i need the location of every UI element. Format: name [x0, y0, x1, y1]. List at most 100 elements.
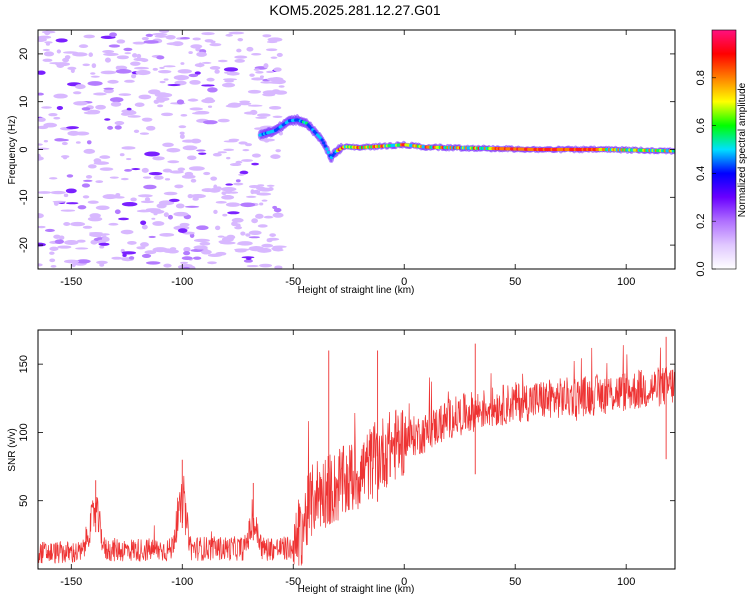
- x-tick-label: -100: [171, 276, 193, 288]
- noise-blob: [179, 134, 185, 139]
- spectrogram-x-ticks: -150 -100 -50 0 50 100: [60, 30, 635, 288]
- noise-blob: [270, 56, 278, 59]
- noise-blob: [171, 41, 184, 47]
- noise-blob: [135, 70, 151, 76]
- noise-blob: [214, 225, 221, 231]
- noise-blob: [173, 211, 189, 217]
- noise-blob: [193, 245, 208, 250]
- noise-blob: [108, 222, 119, 226]
- noise-blob: [109, 32, 117, 37]
- y-tick-label: -10: [18, 189, 30, 205]
- noise-blob: [231, 217, 244, 223]
- noise-blob: [245, 257, 252, 261]
- noise-blob: [224, 190, 233, 194]
- noise-blob: [206, 77, 215, 82]
- noise-blob: [213, 209, 218, 215]
- noise-blob: [38, 70, 46, 75]
- noise-blob: [234, 249, 247, 253]
- noise-blob: [272, 115, 283, 119]
- noise-blob: [108, 44, 121, 48]
- noise-blob: [114, 209, 121, 215]
- noise-blob: [56, 105, 64, 110]
- noise-blob: [57, 245, 72, 249]
- noise-blob: [180, 37, 190, 40]
- noise-blob: [72, 91, 82, 95]
- colorbar: 0.0 0.2 0.4 0.6 0.8 Normalized spectral ampl…: [695, 29, 748, 277]
- noise-blob: [203, 171, 211, 176]
- noise-blob: [184, 205, 200, 208]
- noise-blob: [141, 253, 152, 258]
- x-tick-label: -100: [171, 576, 193, 588]
- noise-blob: [151, 217, 156, 220]
- x-tick-label: -150: [60, 276, 82, 288]
- noise-blob: [257, 224, 268, 228]
- noise-blob: [209, 43, 222, 47]
- noise-blob: [217, 235, 225, 238]
- noise-blob: [83, 111, 100, 115]
- noise-blob: [226, 71, 240, 76]
- noise-blob: [96, 260, 108, 265]
- noise-blob: [53, 234, 61, 239]
- noise-blob: [139, 132, 150, 135]
- noise-blob: [48, 112, 58, 117]
- noise-blob: [44, 30, 51, 36]
- x-tick-label: -150: [60, 576, 82, 588]
- noise-blob: [143, 40, 159, 44]
- noise-blob: [198, 152, 207, 155]
- noise-blob: [269, 81, 284, 84]
- noise-blob: [177, 69, 192, 74]
- noise-blob: [160, 200, 169, 203]
- noise-blob: [163, 78, 169, 81]
- noise-blob: [60, 209, 76, 212]
- noise-blob: [173, 75, 190, 81]
- snr-y-label: SNR (v/v): [7, 428, 18, 471]
- noise-blob: [194, 63, 205, 68]
- noise-blob: [38, 117, 46, 122]
- noise-blob: [145, 125, 156, 131]
- noise-blob: [187, 98, 199, 102]
- noise-blob: [178, 82, 186, 85]
- noise-blob: [55, 38, 68, 43]
- noise-blob: [49, 251, 55, 255]
- noise-blob: [269, 105, 282, 110]
- noise-blob: [272, 212, 284, 218]
- noise-blob: [116, 55, 129, 60]
- noise-blob: [55, 62, 71, 67]
- noise-blob: [243, 259, 254, 263]
- noise-blob: [243, 111, 257, 115]
- noise-blob: [70, 221, 86, 227]
- noise-blob: [201, 32, 215, 36]
- noise-blob: [262, 90, 279, 95]
- noise-blob: [213, 184, 218, 190]
- noise-blob: [128, 256, 135, 260]
- noise-blob: [64, 239, 79, 245]
- noise-blob: [192, 256, 202, 260]
- noise-blob: [115, 192, 121, 198]
- noise-blob: [246, 264, 259, 268]
- noise-blob: [43, 51, 55, 57]
- noise-blob: [235, 223, 241, 228]
- noise-blob: [237, 37, 244, 42]
- noise-blob: [120, 177, 129, 181]
- noise-blob: [248, 236, 261, 239]
- noise-blob: [159, 233, 175, 237]
- noise-blob: [266, 40, 278, 44]
- snr-line: [38, 345, 675, 566]
- noise-blob: [164, 178, 171, 181]
- y-tick-label: 100: [18, 423, 30, 441]
- noise-blob: [226, 156, 231, 160]
- noise-blob: [145, 208, 161, 211]
- noise-blob: [225, 33, 234, 37]
- noise-blob: [204, 97, 214, 102]
- noise-blob: [144, 250, 157, 255]
- noise-blob: [148, 235, 156, 239]
- snr-x-ticks: -150 -100 -50 0 50 100: [60, 330, 635, 588]
- noise-blob: [121, 251, 137, 255]
- noise-blob: [99, 167, 114, 171]
- noise-blob: [159, 80, 166, 84]
- noise-blob: [54, 239, 65, 244]
- noise-blob: [247, 89, 262, 94]
- noise-blob: [86, 140, 92, 145]
- noise-blob: [201, 249, 212, 255]
